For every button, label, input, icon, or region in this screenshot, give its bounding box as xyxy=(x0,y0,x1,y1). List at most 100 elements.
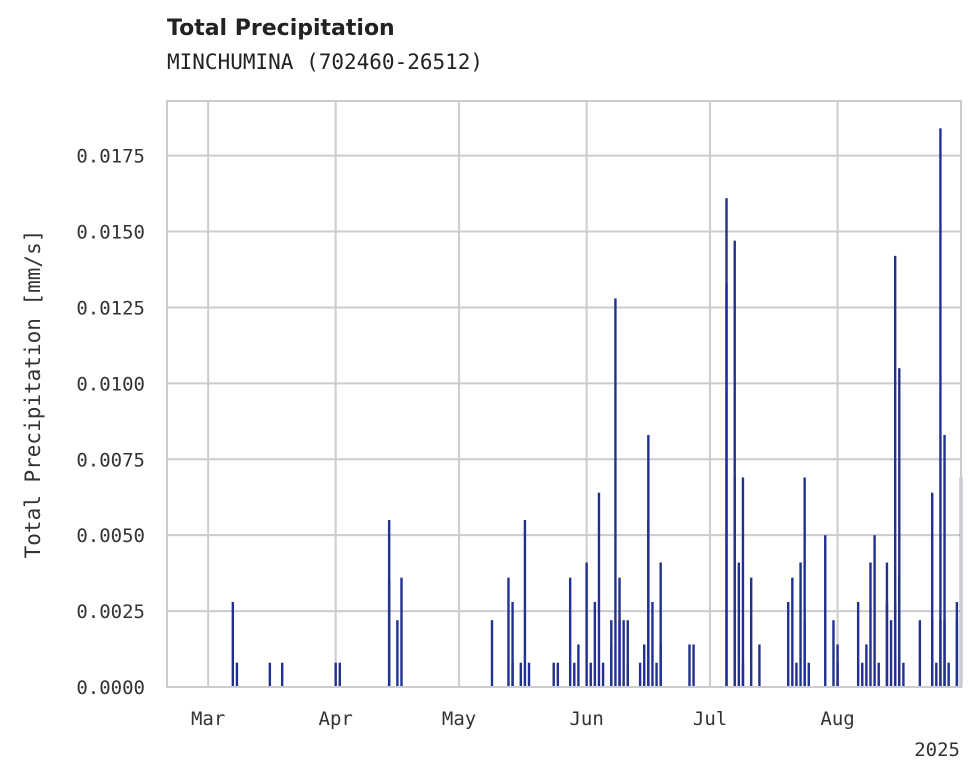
precipitation-bar xyxy=(231,601,235,687)
y-axis-label: Total Precipitation [mm/s] xyxy=(21,230,45,559)
precipitation-bar xyxy=(856,601,860,687)
precipitation-bar xyxy=(898,577,901,687)
precipitation-bar xyxy=(931,492,934,687)
precipitation-bar xyxy=(577,644,580,687)
x-axis-year-label: 2025 xyxy=(914,739,960,761)
precipitation-bar xyxy=(749,577,753,687)
precipitation-bar xyxy=(939,128,942,688)
precipitation-bar xyxy=(556,662,560,687)
precipitation-bar xyxy=(626,620,629,687)
chart-subtitle: MINCHUMINA (702460-26512) xyxy=(167,50,484,74)
precipitation-bar xyxy=(893,255,897,688)
bar-series xyxy=(231,128,963,688)
precipitation-bar xyxy=(902,662,905,687)
y-tick-label: 0.0000 xyxy=(76,677,145,699)
precipitation-bar xyxy=(943,620,946,687)
precipitation-bar xyxy=(869,562,872,687)
precipitation-bar xyxy=(552,662,555,687)
precipitation-bar xyxy=(935,662,938,687)
precipitation-bar xyxy=(865,644,868,687)
precipitation-bar xyxy=(396,620,399,687)
y-tick-label: 0.0025 xyxy=(76,601,145,623)
x-tick-label: Jul xyxy=(693,708,727,730)
y-tick-label: 0.0150 xyxy=(76,222,145,244)
chart-title: Total Precipitation xyxy=(167,16,395,41)
precipitation-bar xyxy=(610,644,613,687)
y-tick-label: 0.0100 xyxy=(76,373,145,395)
precipitation-bar xyxy=(400,577,403,687)
precipitation-bar xyxy=(280,662,284,687)
precipitation-bar xyxy=(511,601,514,687)
precipitation-bar xyxy=(622,620,625,687)
precipitation-bar xyxy=(523,520,527,687)
precipitation-bar xyxy=(737,562,741,687)
precipitation-bar xyxy=(511,662,514,687)
precipitation-bar xyxy=(626,662,629,687)
precipitation-bar xyxy=(861,662,864,687)
precipitation-bar xyxy=(898,368,901,687)
precipitation-bar xyxy=(387,520,391,687)
precipitation-bar xyxy=(791,577,794,687)
precipitation-bar xyxy=(832,620,835,687)
precipitation-bar xyxy=(873,535,876,687)
precipitation-bar xyxy=(807,662,810,687)
precipitation-bar xyxy=(614,298,617,687)
precipitation-bar xyxy=(647,520,650,687)
y-tick-label: 0.0050 xyxy=(76,525,145,547)
precipitation-bar xyxy=(655,662,658,687)
precipitation-bar xyxy=(877,662,880,687)
x-tick-label: May xyxy=(442,708,476,730)
x-tick-label: Jun xyxy=(569,708,603,730)
precipitation-bar xyxy=(589,662,592,687)
y-tick-label: 0.0125 xyxy=(76,297,145,319)
precipitation-bar xyxy=(573,662,576,687)
precipitation-bar xyxy=(601,662,605,687)
precipitation-bar xyxy=(659,644,662,687)
precipitation-bar xyxy=(585,562,588,687)
x-tick-label: Apr xyxy=(319,708,353,730)
x-tick-label: Mar xyxy=(191,708,225,730)
precipitation-bar xyxy=(651,601,654,687)
precipitation-bar xyxy=(597,492,601,687)
precipitation-bar xyxy=(268,662,272,687)
precipitation-bar xyxy=(235,662,239,687)
precipitation-bar xyxy=(931,620,934,687)
precipitation-bar xyxy=(836,662,839,687)
precipitation-bar xyxy=(507,577,510,687)
precipitation-bar xyxy=(943,434,946,687)
precipitation-bar xyxy=(527,662,531,687)
precipitation-bar xyxy=(787,601,790,687)
precipitation-bar xyxy=(885,562,889,687)
precipitation-bar xyxy=(692,644,695,687)
y-tick-label: 0.0075 xyxy=(76,449,145,471)
precipitation-bar xyxy=(758,644,761,687)
plot-frame xyxy=(166,100,962,688)
precipitation-bar xyxy=(733,240,736,687)
precipitation-bar xyxy=(688,644,691,687)
precipitation-bar xyxy=(803,477,806,687)
precipitation-bar xyxy=(799,562,802,687)
precipitation-bar xyxy=(918,620,922,687)
precipitation-bar xyxy=(741,662,745,687)
precipitation-bar xyxy=(947,662,950,687)
precipitation-bar xyxy=(338,662,341,687)
precipitation-bar xyxy=(795,662,798,687)
x-tick-labels: Mar Apr May Jun Jul Aug xyxy=(191,708,855,730)
precipitation-bar xyxy=(568,577,572,687)
precipitation-bar xyxy=(334,662,337,687)
precipitation-bar xyxy=(939,620,942,687)
precipitation-bar xyxy=(803,620,806,687)
y-tick-labels: 0.0000 0.0025 0.0050 0.0075 0.0100 0.0125 0.01… xyxy=(76,146,145,699)
precipitation-bar xyxy=(741,477,745,687)
precipitation-bar xyxy=(519,662,523,687)
precipitation-bar xyxy=(955,601,959,687)
precipitation-bar xyxy=(725,283,728,687)
precipitation-bar xyxy=(889,620,893,687)
precipitation-bar xyxy=(593,601,597,687)
x-tick-label: Aug xyxy=(820,708,854,730)
precipitation-bar xyxy=(659,562,662,687)
precipitation-bar xyxy=(490,620,494,687)
y-tick-label: 0.0175 xyxy=(76,146,145,168)
precipitation-bar xyxy=(638,662,642,687)
